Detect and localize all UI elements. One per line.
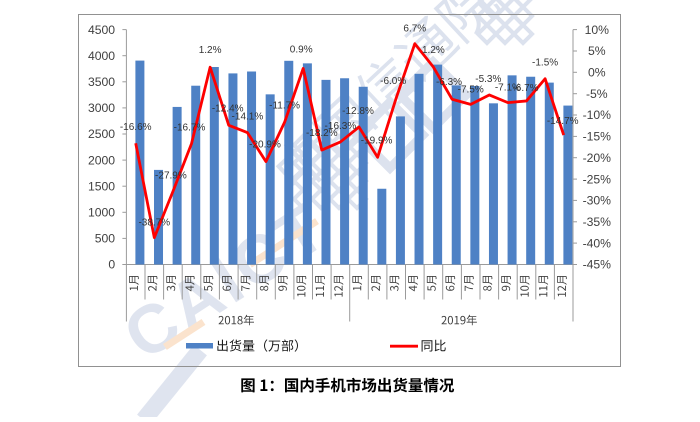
svg-text:-5%: -5% [586, 87, 608, 101]
svg-text:-25%: -25% [583, 172, 612, 186]
svg-text:1500: 1500 [88, 179, 115, 193]
svg-text:-11.7%: -11.7% [269, 100, 300, 111]
svg-text:3000: 3000 [88, 101, 115, 115]
svg-text:10%: 10% [585, 23, 610, 37]
svg-text:-12.8%: -12.8% [342, 106, 374, 117]
svg-text:-14.1%: -14.1% [232, 112, 264, 123]
svg-text:-30%: -30% [583, 194, 612, 208]
svg-text:1000: 1000 [88, 206, 115, 220]
svg-text:-38.7%: -38.7% [138, 218, 170, 229]
svg-text:3500: 3500 [88, 75, 115, 89]
svg-text:-6.7%: -6.7% [512, 83, 538, 94]
svg-text:-7.5%: -7.5% [458, 84, 484, 95]
svg-text:4500: 4500 [88, 23, 115, 37]
svg-text:-20.9%: -20.9% [249, 140, 281, 151]
svg-text:-14.7%: -14.7% [547, 116, 579, 127]
svg-text:-16.3%: -16.3% [325, 121, 357, 132]
svg-text:-40%: -40% [583, 236, 612, 250]
svg-text:-5.3%: -5.3% [475, 74, 501, 85]
svg-text:1.2%: 1.2% [199, 45, 222, 56]
svg-text:-12.4%: -12.4% [212, 103, 244, 114]
svg-text:2500: 2500 [88, 127, 115, 141]
svg-text:-6.3%: -6.3% [436, 77, 462, 88]
svg-text:0.9%: 0.9% [290, 45, 313, 56]
svg-text:5%: 5% [588, 44, 606, 58]
svg-text:-15%: -15% [583, 130, 612, 144]
svg-text:0%: 0% [588, 66, 606, 80]
svg-text:-6.0%: -6.0% [380, 76, 406, 87]
svg-text:500: 500 [95, 232, 116, 246]
svg-text:1.2%: 1.2% [422, 45, 445, 56]
svg-text:-18.2%: -18.2% [306, 128, 338, 139]
svg-text:-1.5%: -1.5% [532, 58, 558, 69]
svg-text:-35%: -35% [583, 215, 612, 229]
svg-text:-19.9%: -19.9% [361, 135, 393, 146]
svg-text:-10%: -10% [583, 108, 612, 122]
svg-text:4000: 4000 [88, 49, 115, 63]
svg-text:-27.9%: -27.9% [155, 171, 187, 182]
svg-text:0: 0 [108, 258, 115, 272]
svg-text:-16.6%: -16.6% [120, 122, 152, 133]
svg-text:6.7%: 6.7% [403, 24, 426, 35]
svg-text:-7.1%: -7.1% [495, 83, 521, 94]
svg-text:-20%: -20% [583, 151, 612, 165]
svg-text:-45%: -45% [583, 258, 612, 272]
svg-text:2000: 2000 [88, 153, 115, 167]
svg-text:-16.7%: -16.7% [174, 123, 206, 134]
